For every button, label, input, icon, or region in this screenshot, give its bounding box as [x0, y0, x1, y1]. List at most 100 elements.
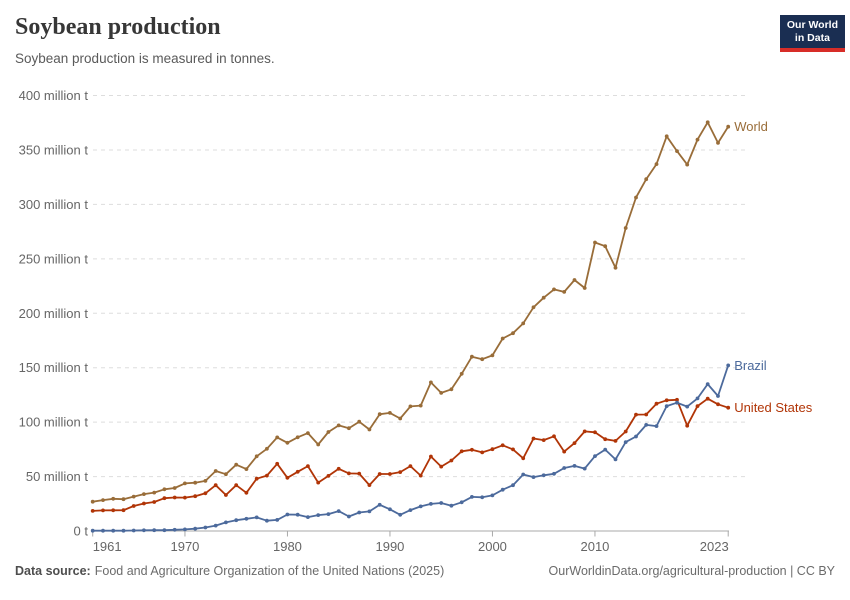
world-point: [244, 467, 249, 471]
world-point: [675, 149, 679, 154]
brazil-point: [234, 518, 239, 523]
united-states-point: [572, 441, 577, 445]
united-states-point: [500, 443, 505, 448]
world-point: [377, 412, 382, 417]
united-states-point: [470, 447, 474, 452]
world-point: [705, 120, 710, 125]
brazil-series-label[interactable]: Brazil: [734, 358, 767, 373]
world-line[interactable]: [91, 121, 730, 503]
united-states-point: [552, 434, 556, 439]
united-states-point: [459, 449, 464, 454]
united-states-point: [367, 483, 372, 487]
united-states-series-label[interactable]: United States: [734, 400, 813, 415]
brazil-point: [398, 512, 403, 517]
brazil-line[interactable]: [91, 364, 730, 532]
united-states-point: [131, 504, 136, 508]
x-tick-label: 1970: [170, 539, 199, 554]
brazil-point: [552, 471, 556, 476]
world-point: [644, 177, 649, 182]
y-tick-label: 350 million t: [19, 142, 89, 157]
brazil-point: [131, 528, 136, 533]
brazil-point: [203, 525, 208, 530]
brazil-point: [183, 527, 187, 532]
united-states-point: [203, 491, 208, 496]
data-source: Data source: Food and Agriculture Organiz…: [15, 564, 444, 578]
world-point: [511, 331, 515, 336]
world-point: [562, 290, 567, 294]
united-states-point: [183, 495, 187, 500]
chart-footer: Data source: Food and Agriculture Organiz…: [15, 564, 835, 578]
brazil-point: [213, 523, 218, 528]
united-states-point: [316, 480, 321, 485]
brazil-point: [541, 473, 546, 478]
owid-logo-line2: in Data: [794, 32, 830, 44]
brazil-point: [244, 516, 249, 521]
united-states-point: [511, 447, 515, 452]
world-point: [716, 141, 720, 145]
world-point: [336, 423, 341, 428]
brazil-point: [521, 472, 526, 477]
united-states-point: [439, 464, 444, 469]
world-point: [613, 265, 618, 270]
united-states-point: [726, 405, 731, 410]
y-tick-label: 50 million t: [26, 469, 89, 484]
united-states-point: [388, 472, 392, 476]
world-point: [326, 430, 331, 434]
world-point: [101, 498, 105, 502]
united-states-point: [408, 464, 413, 468]
united-states-point: [634, 412, 638, 417]
united-states-point: [398, 470, 403, 474]
united-states-point: [101, 508, 105, 513]
world-point: [234, 462, 239, 467]
brazil-point: [613, 457, 618, 462]
brazil-point: [336, 509, 341, 513]
brazil-point: [152, 528, 157, 533]
united-states-point: [654, 401, 659, 406]
united-states-point: [275, 461, 280, 466]
united-states-point: [685, 423, 690, 428]
brazil-point: [265, 518, 269, 523]
united-states-point: [490, 447, 495, 452]
y-tick-label: 200 million t: [19, 306, 89, 321]
chart-subtitle: Soybean production is measured in tonnes…: [15, 51, 275, 66]
united-states-point: [531, 436, 536, 441]
united-states-point: [582, 429, 587, 434]
brazil-point: [675, 400, 679, 405]
united-states-point: [418, 473, 423, 478]
world-point: [306, 431, 310, 435]
brazil-point: [716, 394, 720, 398]
data-source-label: Data source:: [15, 564, 91, 578]
world-point: [295, 435, 300, 440]
brazil-point: [275, 518, 280, 522]
footer-credit-link[interactable]: OurWorldinData.org/agricultural-producti…: [548, 564, 835, 578]
x-tick-label: 1961: [93, 539, 122, 554]
brazil-point: [347, 514, 351, 519]
world-point: [521, 321, 526, 326]
brazil-point: [377, 502, 382, 507]
brazil-point: [644, 423, 649, 427]
brazil-point: [695, 396, 700, 401]
brazil-point: [449, 503, 454, 508]
united-states-point: [162, 496, 167, 501]
world-series-label[interactable]: World: [734, 119, 768, 134]
brazil-point: [664, 404, 669, 408]
world-point: [418, 403, 423, 408]
world-point: [224, 472, 228, 477]
brazil-point: [162, 528, 167, 533]
united-states-point: [675, 397, 679, 402]
brazil-point: [121, 528, 126, 533]
brazil-point: [654, 424, 659, 428]
united-states-point: [111, 508, 116, 513]
united-states-point: [265, 473, 269, 478]
world-point: [531, 305, 536, 310]
united-states-point: [193, 494, 198, 499]
brazil-point: [500, 487, 505, 492]
united-states-point: [664, 398, 669, 403]
united-states-point: [254, 476, 259, 481]
united-states-line[interactable]: [91, 397, 730, 512]
world-point: [90, 499, 95, 504]
world-point: [388, 411, 392, 415]
y-tick-label: 300 million t: [19, 197, 89, 212]
world-point: [275, 435, 280, 440]
united-states-point: [613, 439, 618, 443]
